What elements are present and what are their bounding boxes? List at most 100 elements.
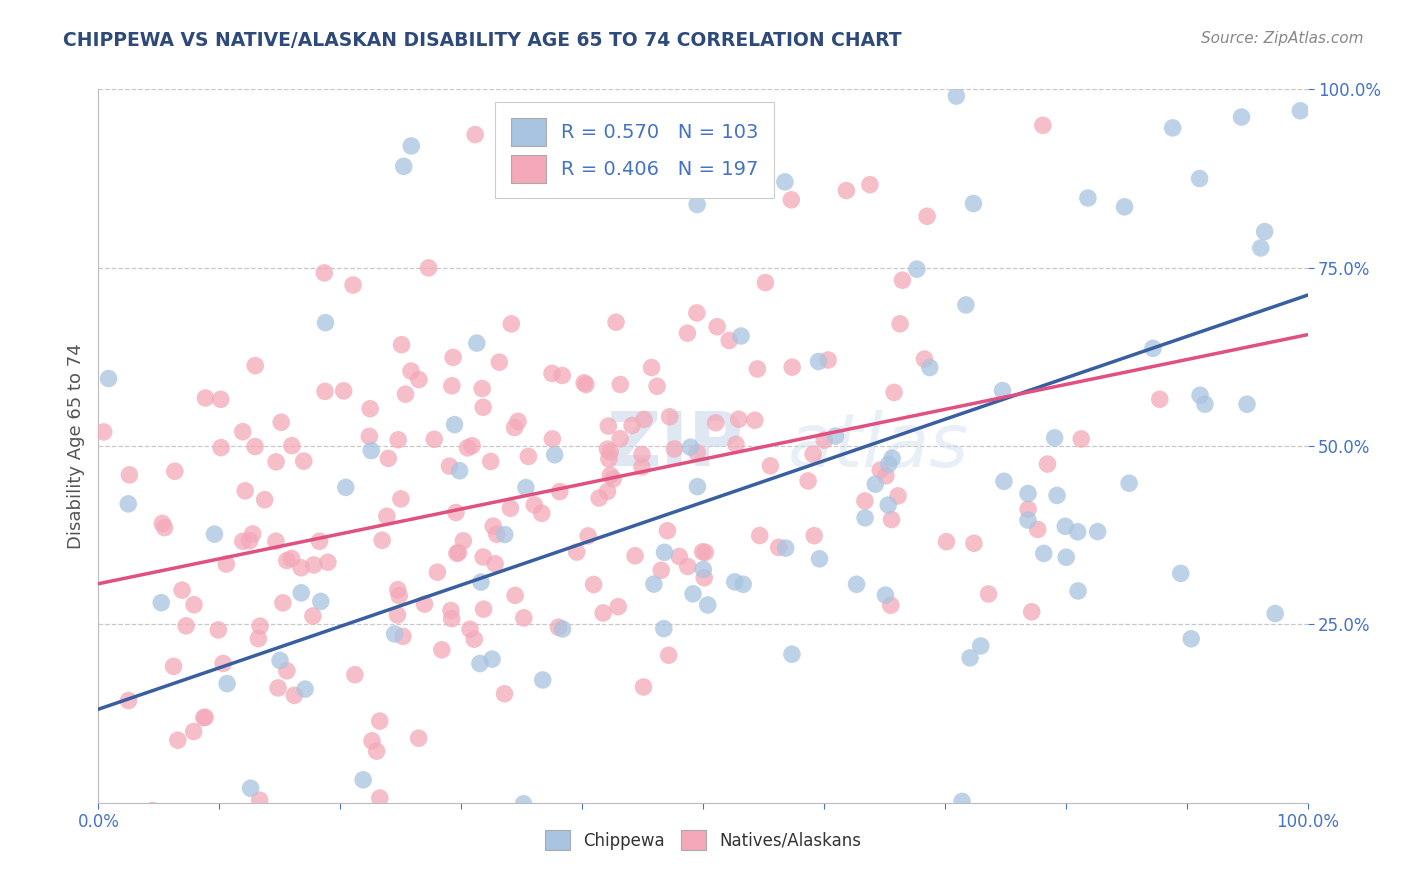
Point xyxy=(596,484,619,499)
Point xyxy=(453,533,475,548)
Point xyxy=(889,317,911,331)
Point xyxy=(835,184,858,198)
Point xyxy=(463,632,485,647)
Point xyxy=(853,494,876,508)
Point xyxy=(780,193,803,207)
Point xyxy=(399,364,422,378)
Point xyxy=(803,529,825,543)
Point xyxy=(1017,513,1039,527)
Point xyxy=(517,450,540,464)
Point xyxy=(217,676,239,690)
Point xyxy=(249,619,271,633)
Point xyxy=(817,353,839,368)
Point xyxy=(503,420,526,434)
Point xyxy=(882,451,904,466)
Point xyxy=(718,334,741,348)
Point xyxy=(1087,524,1109,539)
Point xyxy=(388,589,411,603)
Point xyxy=(959,651,981,665)
Y-axis label: Disability Age 65 to 74: Disability Age 65 to 74 xyxy=(66,343,84,549)
Point xyxy=(551,622,574,636)
Point xyxy=(572,376,595,390)
Point xyxy=(1066,524,1088,539)
Point xyxy=(117,497,139,511)
Point xyxy=(609,377,631,392)
Point xyxy=(253,492,276,507)
Point xyxy=(271,596,294,610)
Point xyxy=(359,429,381,443)
Point xyxy=(302,558,325,572)
Point xyxy=(962,196,984,211)
Point xyxy=(239,533,262,548)
Point xyxy=(1230,110,1253,124)
Point xyxy=(869,463,891,477)
Point xyxy=(669,181,692,195)
Point xyxy=(1149,392,1171,407)
Point xyxy=(1021,605,1043,619)
Point xyxy=(464,128,486,142)
Point xyxy=(217,846,239,860)
Point xyxy=(1017,502,1039,516)
Point xyxy=(368,791,391,805)
Point xyxy=(1017,486,1039,500)
Point xyxy=(865,477,887,491)
Point xyxy=(264,455,287,469)
Point xyxy=(668,549,690,564)
Point xyxy=(695,545,717,559)
Point xyxy=(875,468,897,483)
Point xyxy=(375,509,398,524)
Point xyxy=(905,262,928,277)
Point xyxy=(443,417,465,432)
Point xyxy=(204,527,226,541)
Point xyxy=(773,175,796,189)
Point xyxy=(977,587,1000,601)
Point xyxy=(501,317,523,331)
Point xyxy=(97,371,120,385)
Point xyxy=(446,546,468,560)
Point xyxy=(530,506,553,520)
Point xyxy=(513,611,536,625)
Point xyxy=(276,664,298,678)
Point xyxy=(887,489,910,503)
Point xyxy=(693,571,716,585)
Point xyxy=(1118,476,1140,491)
Point xyxy=(482,519,505,533)
Point xyxy=(744,413,766,427)
Point xyxy=(598,419,620,434)
Point xyxy=(1173,4,1195,18)
Point xyxy=(950,794,973,808)
Point xyxy=(1114,200,1136,214)
Point xyxy=(470,575,492,590)
Point xyxy=(366,744,388,758)
Point xyxy=(247,632,270,646)
Point xyxy=(494,687,516,701)
Point xyxy=(602,472,624,486)
Point xyxy=(754,276,776,290)
Point xyxy=(512,797,534,811)
Point xyxy=(153,521,176,535)
Point xyxy=(150,596,173,610)
Point xyxy=(1032,546,1054,560)
Point xyxy=(531,673,554,687)
Point xyxy=(332,384,354,398)
Point xyxy=(394,387,416,401)
Point xyxy=(935,534,957,549)
Point xyxy=(1236,397,1258,411)
Point xyxy=(461,439,484,453)
Point xyxy=(281,439,304,453)
Point xyxy=(605,315,627,329)
Point xyxy=(488,355,510,369)
Point xyxy=(692,545,714,559)
Point xyxy=(643,577,665,591)
Point xyxy=(93,425,115,439)
Point xyxy=(963,536,986,550)
Point xyxy=(387,582,409,597)
Text: CHIPPEWA VS NATIVE/ALASKAN DISABILITY AGE 65 TO 74 CORRELATION CHART: CHIPPEWA VS NATIVE/ALASKAN DISABILITY AG… xyxy=(63,31,901,50)
Point xyxy=(249,793,271,807)
Point xyxy=(692,562,714,576)
Point xyxy=(314,384,336,399)
Point xyxy=(541,432,564,446)
Point xyxy=(503,589,526,603)
Point xyxy=(267,681,290,695)
Point xyxy=(747,362,769,376)
